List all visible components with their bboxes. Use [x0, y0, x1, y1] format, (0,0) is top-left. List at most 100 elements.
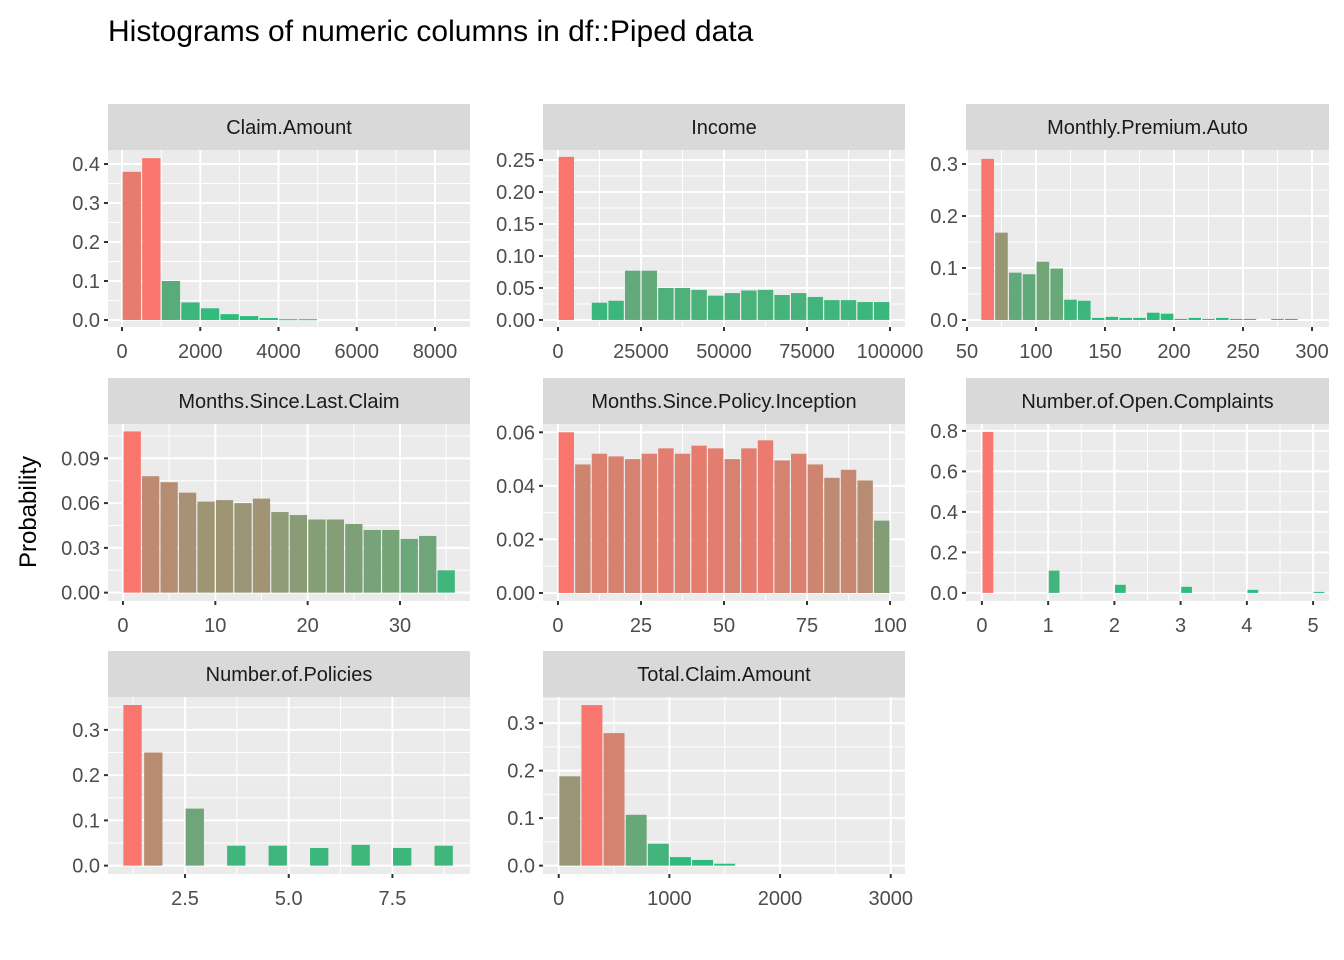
x-tick-label: 3000	[868, 888, 913, 910]
histogram-bar	[608, 456, 624, 593]
histogram-bar	[234, 503, 252, 593]
histogram-bar	[289, 515, 308, 593]
x-tick-label: 20	[297, 615, 319, 637]
histogram-bar	[122, 171, 141, 320]
facet-panel-number-of-policies: Number.of.Policies 2.5 5.0 7.5 0.0 0.1 0.2 0.3	[72, 651, 470, 910]
x-tick-label: 200	[1157, 341, 1190, 363]
histogram-bar	[824, 477, 840, 593]
facet-strip	[543, 378, 905, 424]
histogram-bar	[185, 808, 204, 866]
histogram-bar	[874, 520, 890, 593]
histogram-bar	[1133, 317, 1146, 320]
histogram-bar	[400, 538, 418, 593]
histogram-bar	[144, 752, 163, 866]
histogram-bar	[1064, 299, 1077, 320]
histogram-bar	[259, 318, 278, 320]
y-tick-label: 0.0	[507, 856, 535, 878]
y-tick-label: 0.1	[507, 808, 535, 830]
x-tick-label: 4	[1241, 615, 1252, 637]
x-tick-label: 4000	[256, 341, 301, 363]
histogram-bar	[857, 480, 873, 593]
x-tick-label: 0	[116, 341, 127, 363]
y-tick-label: 0.2	[72, 232, 100, 254]
x-tick-label: 50	[956, 341, 978, 363]
histogram-bar	[625, 814, 647, 866]
y-tick-label: 0.3	[507, 713, 535, 735]
histogram-bar	[807, 464, 824, 593]
x-tick-label: 5.0	[275, 888, 303, 910]
facet-strip-label: Number.of.Policies	[206, 664, 373, 686]
y-tick-label: 0.1	[72, 810, 100, 832]
x-tick-label: 100	[1019, 341, 1052, 363]
histogram-bar	[1243, 318, 1257, 320]
histogram-bar	[1285, 318, 1298, 320]
histogram-bar	[669, 857, 691, 866]
histogram-bar	[982, 431, 994, 593]
facet-strip-label: Income	[691, 117, 757, 139]
histogram-bar	[215, 500, 234, 593]
histogram-bar	[691, 445, 707, 593]
histogram-bar	[559, 776, 581, 866]
y-tick-label: 0.3	[930, 154, 958, 176]
histogram-bar	[840, 300, 857, 320]
facet-panel-number-of-open-complaints: Number.of.Open.Complaints 0 1 2 3 4 5 0.0 0.2 0.4…	[930, 378, 1329, 637]
histogram-bar	[178, 492, 197, 593]
x-tick-label: 300	[1295, 341, 1328, 363]
y-tick-label: 0.0	[72, 856, 100, 878]
x-tick-label: 1000	[647, 888, 692, 910]
facet-strip	[966, 378, 1329, 424]
facet-strip	[543, 104, 905, 150]
x-tick-label: 6000	[334, 341, 379, 363]
y-tick-label: 0.02	[496, 529, 535, 551]
y-tick-label: 0.1	[72, 271, 100, 293]
y-tick-label: 0.00	[496, 310, 535, 332]
histogram-bar	[807, 296, 824, 320]
histogram-bar	[393, 847, 412, 866]
histogram-bar	[1022, 274, 1036, 320]
facet-strip-label: Number.of.Open.Complaints	[1021, 391, 1273, 413]
y-tick-label: 0.1	[930, 258, 958, 280]
y-tick-label: 0.03	[61, 538, 100, 560]
histogram-bar	[724, 293, 740, 320]
histogram-bar	[161, 280, 181, 320]
facet-strip	[108, 104, 470, 150]
histogram-bar	[791, 453, 807, 593]
histogram-bar	[624, 270, 641, 320]
x-tick-label: 7.5	[379, 888, 407, 910]
x-tick-label: 100	[873, 615, 906, 637]
histogram-bar	[824, 300, 840, 320]
histogram-bar	[419, 535, 437, 593]
facet-strip	[543, 651, 905, 697]
histogram-bar	[268, 845, 287, 866]
x-tick-label: 0	[553, 888, 564, 910]
x-tick-label: 25	[630, 615, 652, 637]
histogram-bar	[707, 448, 724, 593]
histogram-bar	[691, 289, 707, 320]
histogram-bar	[774, 295, 790, 320]
x-tick-label: 5	[1308, 615, 1319, 637]
y-tick-label: 0.0	[72, 310, 100, 332]
histogram-bar	[658, 287, 674, 320]
histogram-bar	[1146, 312, 1160, 320]
facet-strip-label: Months.Since.Policy.Inception	[591, 391, 856, 413]
x-tick-label: 1	[1043, 615, 1054, 637]
facet-panel-income: Income 0 25000 50000 75000 100000 0.00 0.05 0.10…	[496, 104, 923, 363]
histogram-bar	[674, 287, 691, 320]
y-tick-label: 0.3	[72, 720, 100, 742]
histogram-bar	[271, 512, 289, 593]
histogram-bar	[647, 843, 669, 866]
facet-strip-label: Months.Since.Last.Claim	[178, 391, 399, 413]
histogram-bar	[692, 859, 714, 866]
histogram-bar	[1119, 317, 1132, 320]
histogram-bar	[741, 448, 757, 593]
histogram-bar	[558, 156, 574, 320]
histogram-bar	[298, 319, 318, 321]
histogram-bar	[1048, 570, 1060, 593]
histogram-bar	[791, 293, 807, 320]
x-tick-label: 25000	[613, 341, 669, 363]
histogram-bar	[757, 440, 774, 593]
x-tick-label: 250	[1226, 341, 1259, 363]
facet-panel-months-since-last-claim: Months.Since.Last.Claim 0 10 20 30 0.00 0.03 0.…	[61, 378, 470, 637]
histogram-bar	[981, 158, 994, 320]
y-tick-label: 0.4	[72, 154, 100, 176]
